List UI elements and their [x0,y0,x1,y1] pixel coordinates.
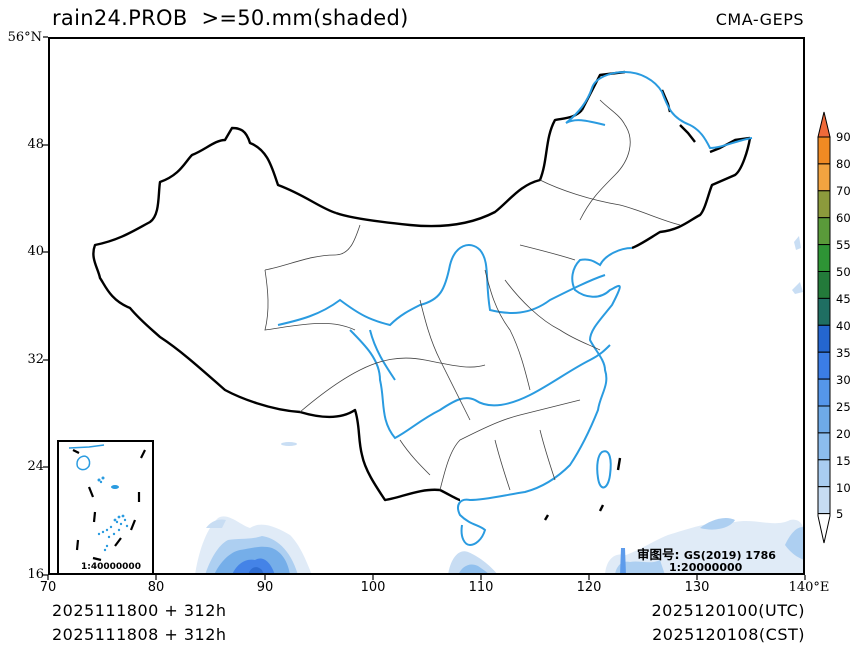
colorbar-label-60: 60 [836,211,851,225]
chart-title: rain24.PROB >=50.mm(shaded) [52,6,409,30]
x-tick-140: 140°E [788,580,830,595]
init-time-cst: 2025111808 + 312h [52,625,227,644]
y-tick-24: 24 [27,459,44,474]
map-frame [48,37,805,575]
approval-number: GS(2019) 1786 [683,549,776,562]
province-borders [264,99,681,491]
colorbar-label-25: 25 [836,400,851,414]
valid-time-utc: 2025120100(UTC) [651,601,805,620]
inset-map [68,444,146,562]
approval-label: 审图号: [637,547,684,562]
x-tick-120: 120 [576,580,602,595]
colorbar-label-55: 55 [836,238,851,252]
x-tick-70: 70 [39,580,57,595]
colorbar-label-70: 70 [836,184,851,198]
colorbar-label-50: 50 [836,265,851,279]
colorbar-label-30: 30 [836,373,851,387]
y-tick-16: 16 [27,567,44,582]
y-tick-40: 40 [27,244,44,259]
dash-marks [543,457,622,521]
x-tick-130: 130 [684,580,710,595]
colorbar-label-15: 15 [836,454,851,468]
colorbar-label-40: 40 [836,319,851,333]
colorbar-label-45: 45 [836,292,851,306]
y-tick-32: 32 [27,352,44,367]
x-tick-90: 90 [256,580,274,595]
colorbar-label-10: 10 [836,481,851,495]
axis-ticks [43,36,806,580]
model-name: CMA-GEPS [715,10,804,29]
y-tick-48: 48 [27,137,44,152]
south-china-sea-inset [57,440,154,575]
y-tick-56: 56°N [7,30,42,45]
x-tick-100: 100 [360,580,386,595]
precip-shading [195,236,805,575]
valid-time-cst: 2025120108(CST) [652,625,805,644]
init-time-utc: 2025111800 + 312h [52,601,227,620]
colorbar-label-35: 35 [836,346,851,360]
x-tick-110: 110 [468,580,494,595]
colorbar-label-20: 20 [836,427,851,441]
colorbar [817,111,831,544]
colorbar-label-5: 5 [836,507,844,521]
map-approval-number: 审图号: GS(2019) 1786 [637,544,776,563]
x-tick-80: 80 [147,580,165,595]
inset-scale-label: 1:40000000 [81,562,141,572]
colorbar-label-90: 90 [836,130,851,144]
colorbar-label-80: 80 [836,157,851,171]
map-scale-label: 1:20000000 [669,561,743,574]
